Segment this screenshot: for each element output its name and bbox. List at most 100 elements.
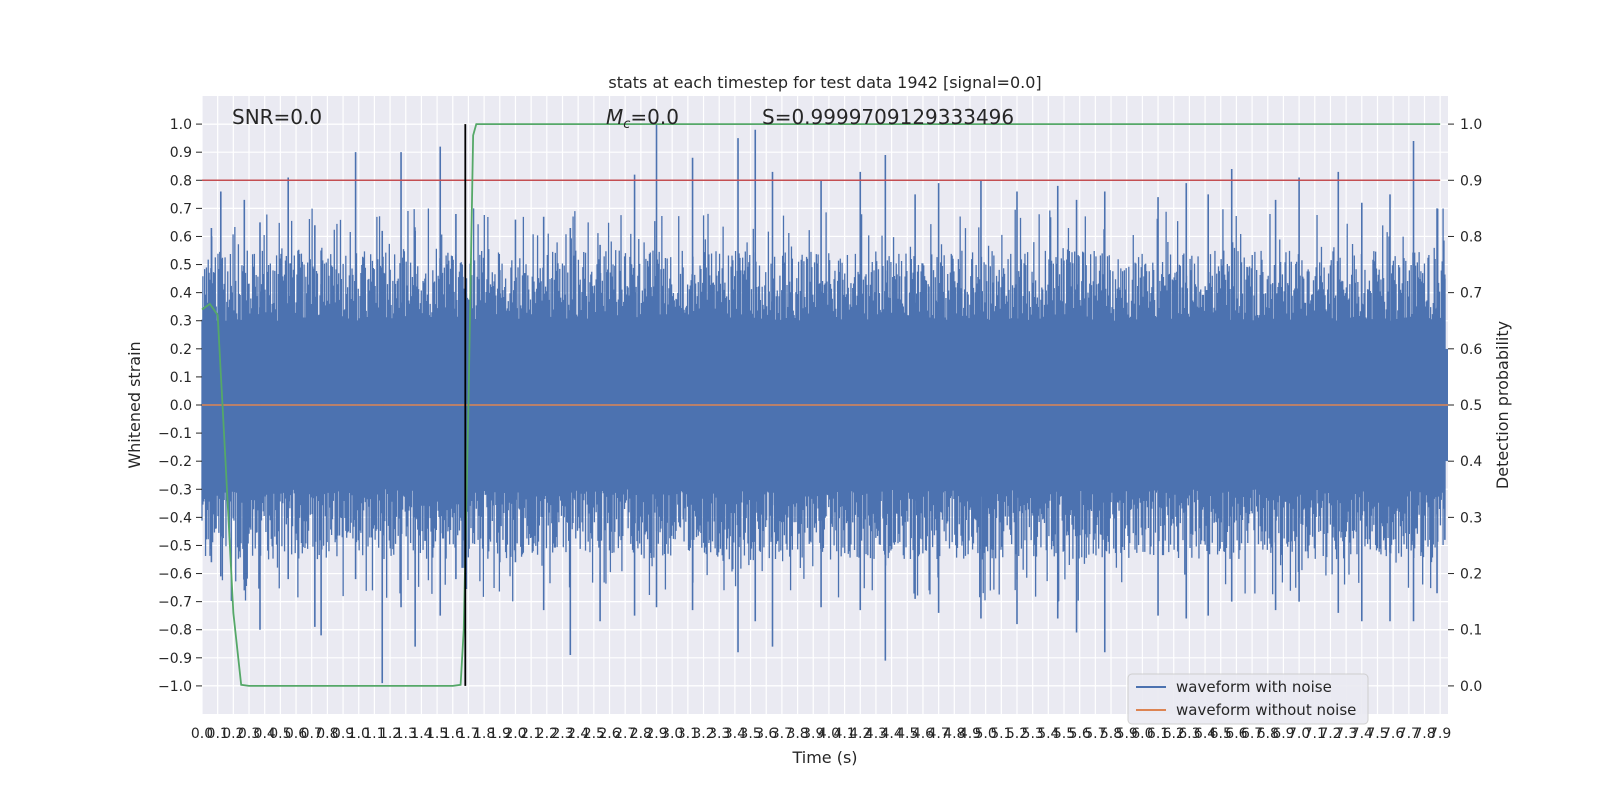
- x-tick-label: 2.1: [520, 726, 542, 742]
- x-tick-label: 2.3: [551, 726, 573, 742]
- x-tick-label: 5.6: [1069, 726, 1091, 742]
- y-tick-label: 0.4: [170, 286, 192, 302]
- x-tick-label: 3.6: [755, 726, 777, 742]
- x-tick-label: 7.1: [1304, 726, 1326, 742]
- y-tick-label: 0.3: [170, 314, 192, 330]
- y2-tick-label: 0.9: [1460, 173, 1482, 189]
- x-tick-label: 3.0: [661, 726, 683, 742]
- mc-value: =0.0: [630, 105, 679, 129]
- s-annotation: S=0.9999709129333496: [762, 105, 1014, 129]
- x-tick-label: 1.6: [442, 726, 464, 742]
- y-tick-label: −0.1: [158, 426, 192, 442]
- x-tick-label: 6.2: [1163, 726, 1185, 742]
- x-tick-label: 4.6: [912, 726, 934, 742]
- y2-tick-label: 0.3: [1460, 510, 1482, 526]
- y-tick-label: −0.3: [158, 482, 192, 498]
- x-tick-label: 4.8: [943, 726, 965, 742]
- x-tick-label: 7.7: [1398, 726, 1420, 742]
- x-tick-label: 0.4: [254, 726, 276, 742]
- x-tick-label: 0.7: [301, 726, 323, 742]
- y2-axis-label: Detection probability: [1493, 321, 1512, 489]
- y2-tick-labels: 0.0 0.1 0.2 0.3 0.4 0.5 0.6 0.7 0.8 0.9 1.0: [1448, 117, 1482, 695]
- x-tick-label: 3.4: [724, 726, 746, 742]
- legend-box: [1127, 673, 1369, 725]
- y2-tick-label: 0.1: [1460, 623, 1482, 639]
- x-tick-label: 4.0: [818, 726, 840, 742]
- x-tick-label: 5.5: [1053, 726, 1075, 742]
- x-tick-label: 7.4: [1351, 726, 1373, 742]
- x-tick-label: 1.2: [379, 726, 401, 742]
- x-tick-label: 1.1: [363, 726, 385, 742]
- chart-title: stats at each timestep for test data 194…: [608, 73, 1041, 92]
- y2-tick-label: 0.4: [1460, 454, 1482, 470]
- x-tick-label: 3.1: [677, 726, 699, 742]
- x-tick-label: 1.3: [395, 726, 417, 742]
- x-tick-label: 2.4: [567, 726, 589, 742]
- x-tick-label: 1.7: [457, 726, 479, 742]
- x-tick-label: 3.9: [802, 726, 824, 742]
- x-tick-label: 7.6: [1382, 726, 1404, 742]
- x-tick-label: 0.2: [222, 726, 244, 742]
- y-tick-label: 0.9: [170, 145, 192, 161]
- y2-tick-label: 0.0: [1460, 679, 1482, 695]
- x-tick-label: 5.8: [1100, 726, 1122, 742]
- x-tick-label: 4.1: [833, 726, 855, 742]
- x-tick-label: 6.3: [1178, 726, 1200, 742]
- x-tick-label: 1.5: [426, 726, 448, 742]
- y2-tick-label: 1.0: [1460, 117, 1482, 133]
- mc-subscript: c: [623, 117, 630, 132]
- series-lines: [201, 123, 1448, 687]
- y-tick-label: −0.2: [158, 454, 192, 470]
- x-tick-label: 0.1: [207, 726, 229, 742]
- x-tick-label: 6.6: [1225, 726, 1247, 742]
- x-tick-label: 3.7: [771, 726, 793, 742]
- x-tick-label: 4.3: [865, 726, 887, 742]
- x-tick-label: 2.0: [504, 726, 526, 742]
- x-tick-labels: 0.00.10.20.30.40.50.60.70.80.91.01.11.21…: [191, 726, 1451, 742]
- x-tick-label: 6.5: [1210, 726, 1232, 742]
- y-tick-label: −0.9: [158, 651, 192, 667]
- x-tick-label: 7.3: [1335, 726, 1357, 742]
- y-tick-label: 0.5: [170, 258, 192, 274]
- y-tick-label: −1.0: [158, 679, 192, 695]
- y-tick-label: 0.6: [170, 229, 192, 245]
- series-detection-probability: [201, 123, 1441, 687]
- x-tick-label: 1.0: [348, 726, 370, 742]
- y2-tick-label: 0.2: [1460, 567, 1482, 583]
- snr-annotation: SNR=0.0: [232, 105, 322, 129]
- y-tick-label: 1.0: [170, 117, 192, 133]
- x-tick-label: 3.2: [692, 726, 714, 742]
- x-axis-label: Time (s): [791, 748, 857, 767]
- mc-annotation: Mc=0.0: [606, 105, 679, 132]
- x-tick-label: 2.7: [614, 726, 636, 742]
- x-tick-label: 7.9: [1429, 726, 1451, 742]
- x-tick-label: 6.1: [1147, 726, 1169, 742]
- x-tick-label: 0.9: [332, 726, 354, 742]
- x-tick-label: 2.6: [598, 726, 620, 742]
- y-tick-label: 0.2: [170, 342, 192, 358]
- x-tick-label: 6.0: [1131, 726, 1153, 742]
- x-tick-label: 0.8: [316, 726, 338, 742]
- y-tick-label: 0.0: [170, 398, 192, 414]
- mc-symbol: M: [606, 105, 623, 129]
- x-tick-label: 6.8: [1257, 726, 1279, 742]
- y-tick-labels: −1.0 −0.9 −0.8 −0.7 −0.6 −0.5 −0.4 −0.3 −0.2 −0.1…: [158, 117, 202, 695]
- x-tick-label: 7.2: [1319, 726, 1341, 742]
- x-tick-label: 5.4: [1037, 726, 1059, 742]
- x-tick-label: 0.5: [269, 726, 291, 742]
- x-tick-label: 1.9: [489, 726, 511, 742]
- x-tick-label: 4.9: [959, 726, 981, 742]
- x-tick-label: 7.0: [1288, 726, 1310, 742]
- x-tick-label: 6.7: [1241, 726, 1263, 742]
- x-tick-label: 5.2: [1006, 726, 1028, 742]
- y-tick-label: 0.7: [170, 201, 192, 217]
- x-tick-label: 5.3: [1022, 726, 1044, 742]
- x-tick-label: 2.5: [583, 726, 605, 742]
- x-tick-label: 0.3: [238, 726, 260, 742]
- x-tick-label: 6.9: [1272, 726, 1294, 742]
- y-tick-label: −0.7: [158, 595, 192, 611]
- x-tick-label: 3.5: [739, 726, 761, 742]
- y-tick-label: −0.8: [158, 623, 192, 639]
- y-tick-label: −0.4: [158, 510, 192, 526]
- x-tick-label: 7.5: [1366, 726, 1388, 742]
